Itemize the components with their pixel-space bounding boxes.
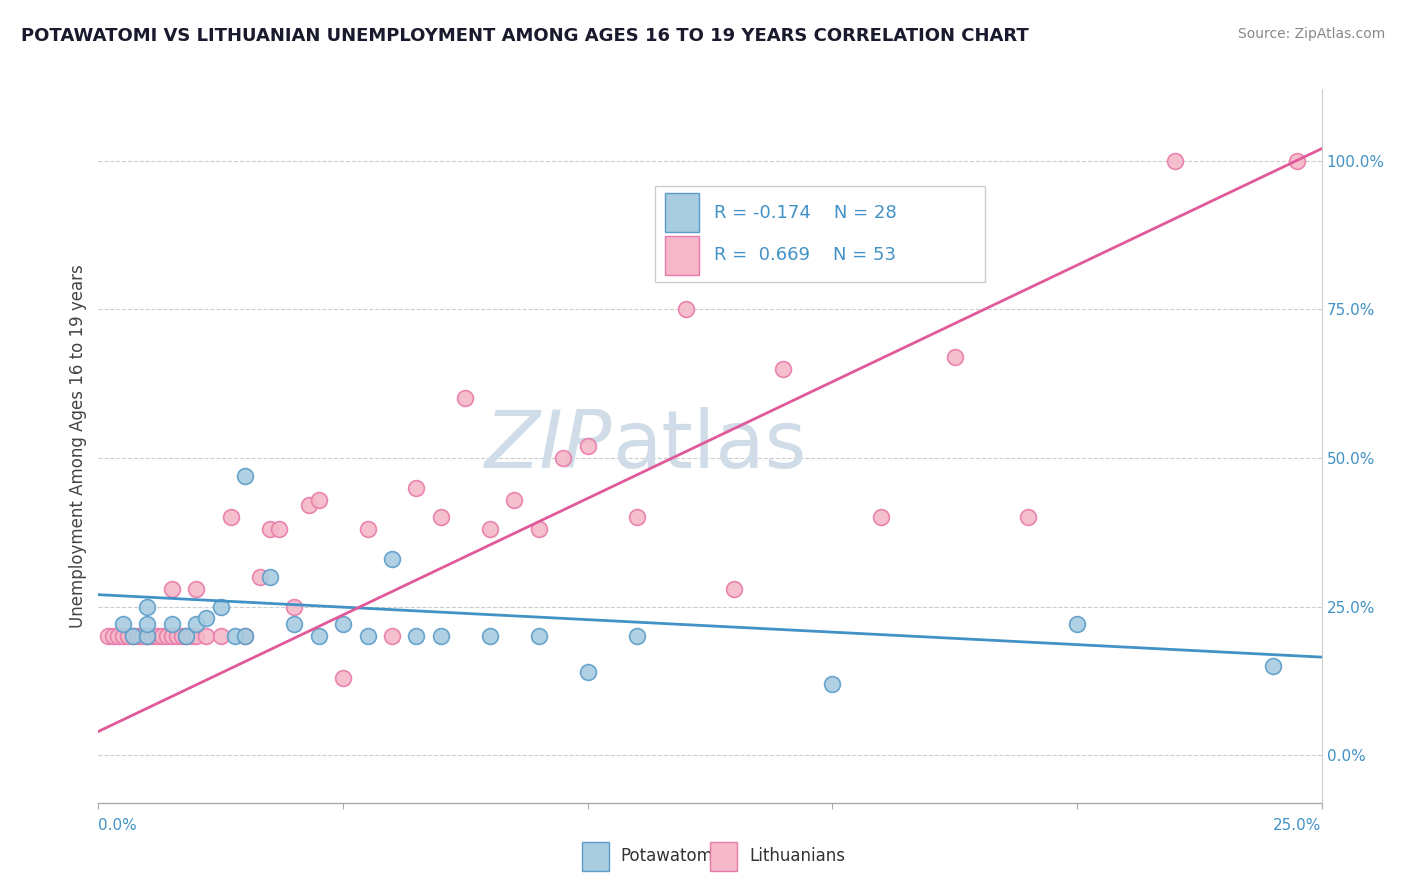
Point [553,450,575,465]
Point [1066,617,1088,632]
Point [772,361,794,376]
Text: ZIP: ZIP [485,407,612,485]
Point [503,492,526,507]
Bar [665,193,699,232]
Point [381,629,404,643]
Point [478,629,501,643]
Point [121,629,143,643]
Y-axis label: Unemployment Among Ages 16 to 19 years: Unemployment Among Ages 16 to 19 years [69,264,87,628]
Point [527,522,550,536]
Point [121,629,143,643]
Point [821,677,844,691]
Point [283,599,305,614]
Point [356,629,378,643]
Text: Source: ZipAtlas.com: Source: ZipAtlas.com [1237,27,1385,41]
Point [454,392,477,406]
Point [136,629,159,643]
Point [141,629,163,643]
Point [146,629,169,643]
Point [160,629,183,643]
Point [209,599,232,614]
Point [176,629,198,643]
Point [430,510,453,524]
Text: 0.0%: 0.0% [98,818,138,832]
Point [381,552,404,566]
Bar [710,842,737,871]
Point [186,582,208,596]
Point [186,617,208,632]
Point [233,629,256,643]
Point [527,629,550,643]
Point [626,629,648,643]
Bar [582,842,609,871]
Point [405,629,427,643]
Point [195,611,218,625]
Point [195,629,218,643]
Bar [665,235,699,275]
Text: R = -0.174    N = 28: R = -0.174 N = 28 [714,203,897,221]
Point [576,665,599,679]
Point [332,671,354,685]
Point [269,522,291,536]
Point [111,629,134,643]
Point [127,629,149,643]
Point [117,629,139,643]
Point [160,617,183,632]
Point [259,570,281,584]
Point [150,629,173,643]
Point [224,629,246,643]
Point [136,629,159,643]
Text: R =  0.669    N = 53: R = 0.669 N = 53 [714,246,896,264]
Text: atlas: atlas [612,407,807,485]
Point [249,570,271,584]
Point [723,582,745,596]
Point [1164,153,1187,168]
Point [576,439,599,453]
Point [111,617,134,632]
Point [405,481,427,495]
Point [478,522,501,536]
Text: 25.0%: 25.0% [1274,818,1322,832]
Point [626,510,648,524]
Point [101,629,124,643]
Point [97,629,120,643]
Point [136,617,159,632]
Point [136,599,159,614]
Point [1286,153,1309,168]
Point [233,468,256,483]
Point [209,629,232,643]
Point [308,492,330,507]
Point [156,629,179,643]
Point [176,629,198,643]
Point [308,629,330,643]
Point [233,629,256,643]
Point [107,629,129,643]
Point [1017,510,1039,524]
Point [1261,659,1284,673]
Point [166,629,188,643]
Point [332,617,354,632]
Point [675,302,697,317]
Point [180,629,202,643]
Text: Lithuanians: Lithuanians [749,847,845,865]
Point [356,522,378,536]
Point [131,629,153,643]
Point [821,260,844,275]
Point [136,629,159,643]
Point [430,629,453,643]
Text: Potawatomi: Potawatomi [620,847,718,865]
Point [298,499,321,513]
FancyBboxPatch shape [655,186,986,282]
Text: POTAWATOMI VS LITHUANIAN UNEMPLOYMENT AMONG AGES 16 TO 19 YEARS CORRELATION CHAR: POTAWATOMI VS LITHUANIAN UNEMPLOYMENT AM… [21,27,1029,45]
Point [170,629,193,643]
Point [186,629,208,643]
Point [219,510,242,524]
Point [160,582,183,596]
Point [943,350,966,364]
Point [870,510,893,524]
Point [283,617,305,632]
Point [259,522,281,536]
